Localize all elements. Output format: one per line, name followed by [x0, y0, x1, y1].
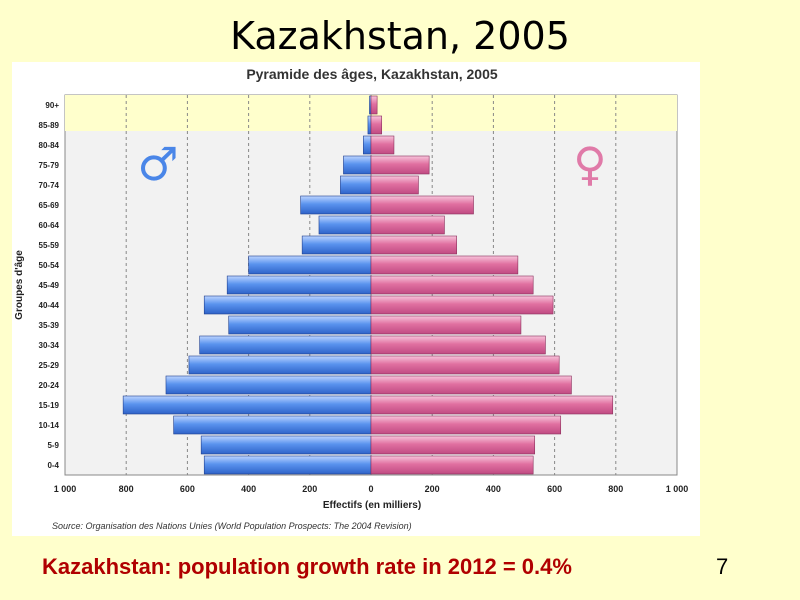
bar-female-45-49 [370, 275, 534, 295]
bar-male-10-14 [173, 415, 372, 435]
bar-female-20-24 [370, 375, 572, 395]
bar-male-85-89 [367, 115, 372, 135]
bar-male-30-34 [199, 335, 372, 355]
bar-female-50-54 [370, 255, 519, 275]
legend-male: ♂ [137, 137, 178, 191]
bar-male-40-44 [203, 295, 372, 315]
y-tick-label: 90+ [45, 101, 59, 110]
bar-male-60-64 [318, 215, 372, 235]
y-tick-label: 85-89 [39, 121, 60, 130]
y-tick-label: 20-24 [39, 381, 60, 390]
bar-female-65-69 [370, 195, 474, 215]
bar-female-55-59 [370, 235, 457, 255]
page-number: 7 [716, 554, 729, 579]
bar-female-70-74 [370, 175, 419, 195]
y-tick-label: 80-84 [39, 141, 60, 150]
x-tick-label: 400 [241, 484, 256, 494]
x-tick-label: 800 [119, 484, 134, 494]
bar-male-35-39 [228, 315, 372, 335]
bar-female-5-9 [370, 435, 536, 455]
y-tick-label: 15-19 [39, 401, 60, 410]
bar-female-40-44 [370, 295, 554, 315]
x-axis-label: Effectifs (en milliers) [323, 500, 421, 511]
y-tick-labels: 0-4 5-9 10-14 15-19 20-24 25-29 30-34 35-39 40-4… [39, 101, 60, 470]
x-tick-label: 200 [425, 484, 440, 494]
bar-male-15-19 [122, 395, 372, 415]
bar-female-85-89 [370, 115, 383, 135]
y-tick-label: 25-29 [39, 361, 60, 370]
bar-male-65-69 [300, 195, 372, 215]
x-tick-label: 1 000 [54, 484, 77, 494]
chart-title: Pyramide des âges, Kazakhstan, 2005 [246, 66, 498, 82]
bar-male-55-59 [301, 235, 372, 255]
x-tick-label: 600 [180, 484, 195, 494]
bar-female-25-29 [370, 355, 560, 375]
bar-male-0-4 [203, 455, 372, 475]
y-tick-label: 10-14 [39, 421, 60, 430]
y-tick-label: 5-9 [47, 441, 59, 450]
bar-female-15-19 [370, 395, 614, 415]
bar-male-75-79 [343, 155, 372, 175]
bar-male-5-9 [200, 435, 372, 455]
x-tick-label: 1 000 [666, 484, 689, 494]
bar-male-25-29 [188, 355, 372, 375]
y-tick-label: 0-4 [47, 461, 59, 470]
bars [122, 95, 614, 475]
y-tick-label: 50-54 [39, 261, 60, 270]
x-tick-label: 400 [486, 484, 501, 494]
y-tick-label: 70-74 [39, 181, 60, 190]
bar-female-30-34 [370, 335, 546, 355]
source-note: Source: Organisation des Nations Unies (… [52, 521, 412, 531]
y-tick-label: 60-64 [39, 221, 60, 230]
bar-female-80-84 [370, 135, 395, 155]
x-tick-label: 600 [547, 484, 562, 494]
x-tick-label: 200 [302, 484, 317, 494]
y-axis-label: Groupes d'âge [14, 250, 25, 320]
slide-title: Kazakhstan, 2005 [230, 14, 570, 58]
bar-female-10-14 [370, 415, 562, 435]
bar-male-50-54 [248, 255, 372, 275]
y-tick-label: 40-44 [39, 301, 60, 310]
x-tick-label: 0 [368, 484, 373, 494]
y-tick-label: 75-79 [39, 161, 60, 170]
bar-female-0-4 [370, 455, 534, 475]
bar-male-45-49 [226, 275, 372, 295]
bar-female-60-64 [370, 215, 445, 235]
y-tick-label: 30-34 [39, 341, 60, 350]
y-tick-label: 35-39 [39, 321, 60, 330]
bar-female-35-39 [370, 315, 522, 335]
bar-male-70-74 [340, 175, 372, 195]
bar-female-90+ [370, 95, 378, 115]
x-tick-labels: 1 000 800 600 400 200 0 200 400 600 800 1 000 [54, 484, 689, 494]
bar-female-75-79 [370, 155, 430, 175]
legend-female: ♀ [573, 137, 607, 191]
y-tick-label: 65-69 [39, 201, 60, 210]
x-tick-label: 800 [608, 484, 623, 494]
bar-male-20-24 [165, 375, 372, 395]
growth-rate-note: Kazakhstan: population growth rate in 20… [42, 554, 572, 579]
y-tick-label: 55-59 [39, 241, 60, 250]
bar-male-80-84 [363, 135, 372, 155]
y-tick-label: 45-49 [39, 281, 60, 290]
